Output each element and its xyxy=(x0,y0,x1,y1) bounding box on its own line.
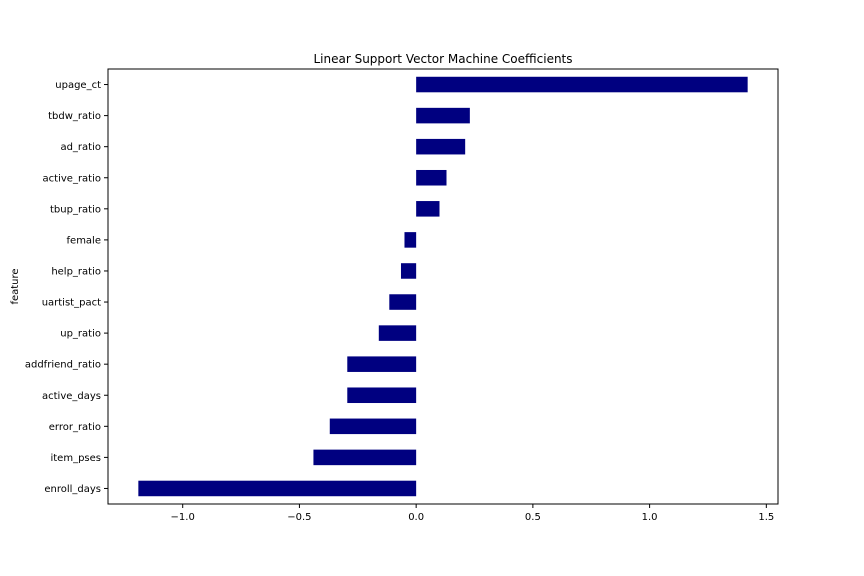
bar-item_pses xyxy=(313,449,417,466)
bar-active_ratio xyxy=(416,169,447,186)
plot-frame xyxy=(107,68,779,505)
y-tick-label: item_pses xyxy=(50,453,101,464)
y-tick-label: up_ratio xyxy=(60,329,101,340)
bar-uartist_pact xyxy=(389,294,417,310)
y-tick-label: error_ratio xyxy=(49,422,101,433)
bar-tbdw_ratio xyxy=(416,107,470,124)
bar-upage_ct xyxy=(416,76,748,93)
y-axis-label: feature xyxy=(10,268,21,304)
bar-ad_ratio xyxy=(416,138,466,155)
y-tick-label: female xyxy=(67,235,101,246)
chart-title: Linear Support Vector Machine Coefficien… xyxy=(313,52,572,66)
bar-enroll_days xyxy=(138,480,417,497)
y-tick-label: active_ratio xyxy=(43,173,101,184)
bars-group xyxy=(138,76,748,497)
bar-error_ratio xyxy=(329,418,417,435)
y-tick-label: uartist_pact xyxy=(42,298,101,309)
bar-addfriend_ratio xyxy=(347,356,417,372)
y-tick-label: enroll_days xyxy=(44,484,101,495)
bar-help_ratio xyxy=(400,263,417,279)
y-tick-label: addfriend_ratio xyxy=(25,360,101,371)
x-tick-label: 1.0 xyxy=(642,512,658,523)
x-tick-label: −0.5 xyxy=(287,512,311,523)
y-tick-label: ad_ratio xyxy=(60,142,101,153)
y-tick-label: upage_ct xyxy=(55,80,101,91)
bar-female xyxy=(404,232,417,248)
y-axis: upage_ct tbdw_ratio ad_ratio active_ratiotb… xyxy=(25,80,108,495)
y-tick-label: active_days xyxy=(42,391,101,402)
bar-active_days xyxy=(347,387,417,404)
y-tick-label: tbup_ratio xyxy=(50,204,101,215)
x-tick-label: 0.0 xyxy=(408,512,424,523)
bar-tbup_ratio xyxy=(416,201,440,217)
x-tick-label: 1.5 xyxy=(758,512,774,523)
x-tick-label: −1.0 xyxy=(171,512,195,523)
y-tick-label: tbdw_ratio xyxy=(48,111,101,122)
bar-up_ratio xyxy=(378,325,417,341)
x-axis: −1.0 −0.5 0.0 0.5 1.0 1.5 xyxy=(171,504,774,523)
x-tick-label: 0.5 xyxy=(525,512,541,523)
y-tick-label: help_ratio xyxy=(51,266,101,277)
